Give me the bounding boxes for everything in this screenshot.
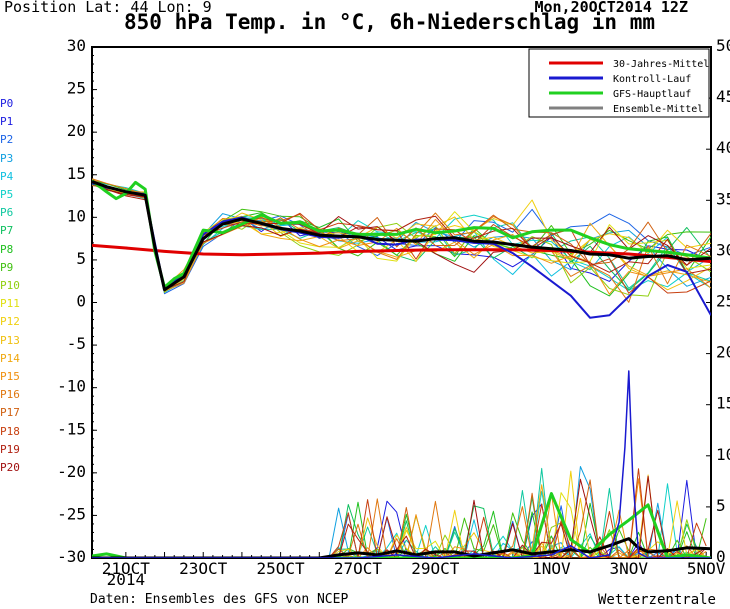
y-left-tick-label: -30 <box>57 547 86 566</box>
y-right-tick-label: 45 <box>716 87 730 106</box>
x-tick-label: 27OCT <box>334 559 383 578</box>
temp-line-kontroll-lauf <box>92 182 711 319</box>
member-label-p9: P9 <box>0 260 14 274</box>
y-left-tick-label: 5 <box>76 249 86 268</box>
member-label-p8: P8 <box>0 242 14 256</box>
y-left-tick-label: 10 <box>67 206 86 225</box>
brand-label: Wetterzentrale <box>597 592 716 608</box>
x-tick-label: 25OCT <box>257 559 306 578</box>
temp-line-ensemble-mittel <box>92 180 711 292</box>
member-label-p18: P18 <box>0 424 20 438</box>
member-precip-line-p18 <box>92 468 707 558</box>
member-precip-line-p12 <box>92 470 707 558</box>
y-left-tick-label: -20 <box>57 462 86 481</box>
y-left-tick-label: -10 <box>57 377 86 396</box>
y-right-tick-label: 0 <box>716 547 726 566</box>
member-label-p0: P0 <box>0 97 14 110</box>
member-label-p2: P2 <box>0 133 14 147</box>
position-label: Position Lat: 44 Lon: 9 <box>4 0 212 16</box>
member-label-p4: P4 <box>0 169 14 183</box>
x-tick-label: 3NOV <box>610 559 649 578</box>
member-label-p12: P12 <box>0 315 20 329</box>
temp-line-30-jahres-mittel <box>92 243 711 264</box>
member-label-p7: P7 <box>0 224 14 238</box>
legend-box <box>528 48 710 118</box>
legend-label: 30-Jahres-Mittel <box>613 59 709 70</box>
member-label-p17: P17 <box>0 406 20 420</box>
member-temp-line-p19 <box>92 181 711 290</box>
y-left-tick-label: 20 <box>67 121 86 140</box>
y-left-tick-label: -25 <box>57 504 86 523</box>
x-tick-year: 2014 <box>107 570 146 589</box>
y-right-tick-label: 5 <box>716 496 726 515</box>
legend-label: Kontroll-Lauf <box>613 74 691 85</box>
member-label-p11: P11 <box>0 297 20 311</box>
precip-line-ensemble-mittel <box>92 537 711 558</box>
x-tick-label: 21OCT <box>102 559 151 578</box>
member-label-p19: P19 <box>0 442 20 456</box>
chart-title: 850 hPa Temp. in °C, 6h-Niederschlag in … <box>124 10 656 34</box>
y-right-tick-label: 40 <box>716 138 730 157</box>
run-date: Mon,20OCT2014 12Z <box>534 0 688 16</box>
y-right-tick-label: 50 <box>716 36 730 55</box>
x-tick-label: 29OCT <box>411 559 460 578</box>
precip-line-gfs-hauptlauf <box>92 492 711 558</box>
x-tick-label: 5NOV <box>687 559 726 578</box>
member-label-p6: P6 <box>0 206 14 220</box>
y-right-tick-label: 35 <box>716 189 730 208</box>
data-source: Daten: Ensembles des GFS von NCEP <box>90 592 349 607</box>
y-left-tick-label: 0 <box>76 292 86 311</box>
y-right-tick-label: 20 <box>716 343 730 362</box>
y-left-tick-label: -15 <box>57 419 86 438</box>
x-tick-label: 23OCT <box>179 559 228 578</box>
member-label-p3: P3 <box>0 151 14 165</box>
member-precip-line-p8 <box>92 501 707 558</box>
member-label-p14: P14 <box>0 351 20 365</box>
precip-line-kontroll-lauf <box>92 370 711 558</box>
y-right-tick-label: 25 <box>716 292 730 311</box>
legend-label: Ensemble-Mittel <box>613 104 703 115</box>
member-label-p16: P16 <box>0 388 20 402</box>
member-label-p20: P20 <box>0 461 20 474</box>
member-label-p1: P1 <box>0 115 14 129</box>
y-left-tick-label: 25 <box>67 79 86 98</box>
plot-frame <box>91 46 712 559</box>
member-label-p10: P10 <box>0 279 20 292</box>
member-label-p15: P15 <box>0 370 20 383</box>
y-right-tick-label: 10 <box>716 445 730 464</box>
series-layer <box>92 178 711 558</box>
y-right-tick-label: 15 <box>716 394 730 413</box>
member-label-p13: P13 <box>0 333 20 347</box>
y-left-tick-label: 30 <box>67 36 86 55</box>
legend-label: GFS-Hauptlauf <box>613 89 691 100</box>
member-precip-line-p10 <box>92 515 707 558</box>
member-label-p5: P5 <box>0 188 14 201</box>
x-tick-label: 1NOV <box>532 559 571 578</box>
y-left-tick-label: 15 <box>67 164 86 183</box>
y-right-tick-label: 30 <box>716 240 730 259</box>
y-left-tick-label: -5 <box>67 334 86 353</box>
